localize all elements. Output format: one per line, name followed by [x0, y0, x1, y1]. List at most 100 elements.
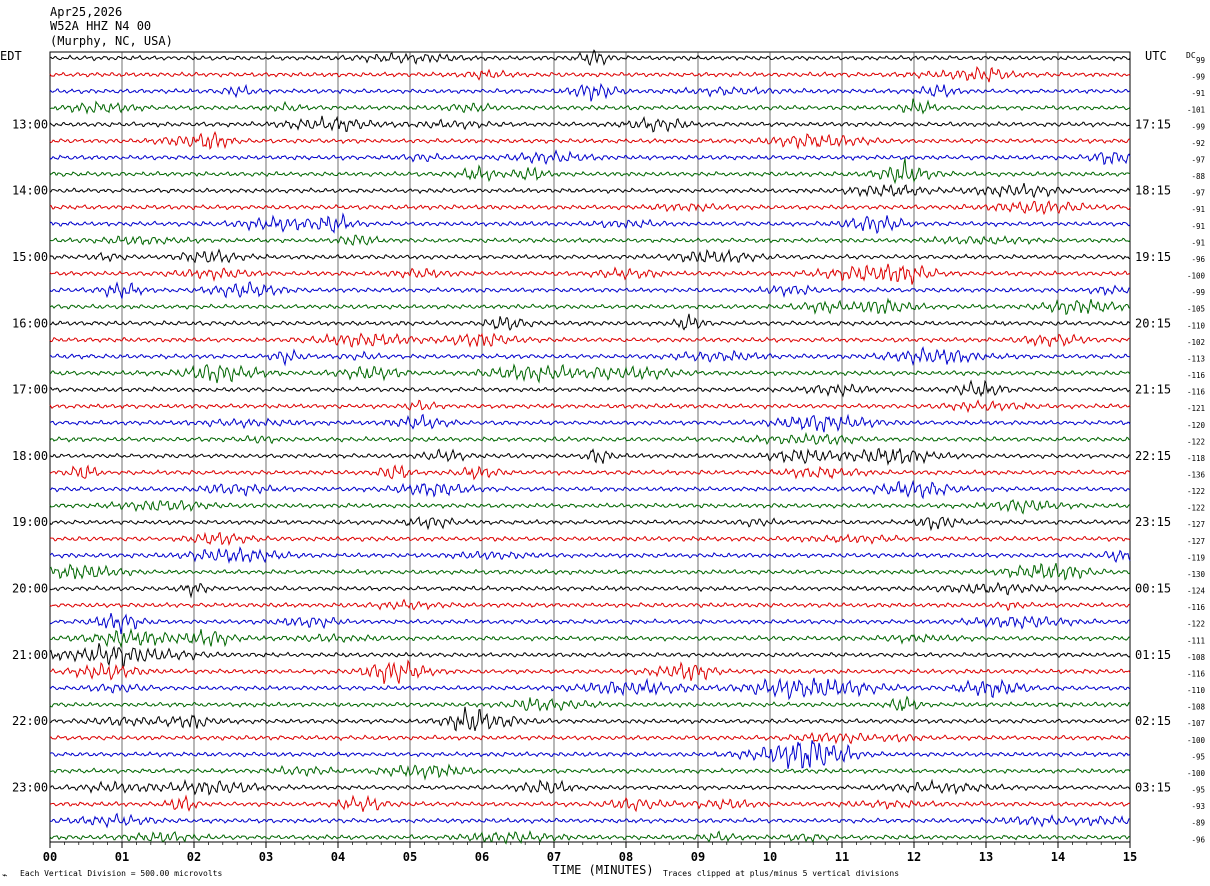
- dc-offset-value: -122: [1187, 620, 1205, 629]
- dc-offset-value: -110: [1187, 321, 1206, 330]
- dc-offset-value: -91: [1191, 222, 1205, 231]
- right-timezone-label: UTC: [1145, 49, 1167, 63]
- seismic-trace: [49, 598, 1131, 612]
- seismic-trace: [49, 413, 1131, 433]
- seismic-trace: [49, 346, 1131, 367]
- right-hour-label: 21:15: [1135, 383, 1171, 397]
- x-tick-label: 09: [691, 850, 705, 864]
- seismic-trace: [49, 149, 1131, 166]
- dc-offset-value: -122: [1187, 504, 1205, 513]
- left-timezone-label: EDT: [0, 49, 22, 63]
- x-tick-label: 13: [979, 850, 993, 864]
- seismic-trace: [49, 431, 1130, 446]
- dc-offset-value: -107: [1187, 719, 1205, 728]
- dc-offset-value: -118: [1187, 454, 1206, 463]
- seismic-trace: [49, 677, 1131, 701]
- plot-frame: [49, 51, 1131, 843]
- seismic-trace: [49, 447, 1131, 466]
- left-hour-label: 16:00: [12, 316, 48, 330]
- x-tick-label: 14: [1051, 850, 1065, 864]
- seismic-trace: [49, 281, 1131, 299]
- dc-offset-value: -95: [1191, 752, 1205, 761]
- dc-offset-value: -93: [1191, 802, 1205, 811]
- dc-offset-value: -130: [1187, 570, 1206, 579]
- dc-offset-value: -122: [1187, 437, 1205, 446]
- dc-offset-value: -116: [1187, 669, 1206, 678]
- right-hour-label: 02:15: [1135, 714, 1171, 728]
- dc-offset-value: -136: [1187, 471, 1206, 480]
- time-gridlines: [49, 51, 1131, 843]
- dc-offset-value: -108: [1187, 653, 1206, 662]
- seismic-trace: [49, 643, 1131, 668]
- dc-offset-value: -99: [1191, 122, 1205, 131]
- x-tick-label: 08: [619, 850, 633, 864]
- dc-offset-labels: 99 -99 -91 -101 -99 -92 -97 -88 -97 -91 -91 -91 -96 -…: [1187, 56, 1206, 844]
- x-tick-label: 15: [1123, 850, 1137, 864]
- seismic-trace: [49, 499, 1131, 515]
- seismic-trace: [49, 581, 1131, 599]
- seismic-trace: [49, 812, 1131, 829]
- seismic-traces: [49, 49, 1131, 845]
- seismic-trace: [49, 830, 1131, 845]
- x-tick-label: 00: [43, 850, 57, 864]
- dc-offset-value: -89: [1191, 819, 1205, 828]
- left-hour-label: 23:00: [12, 781, 48, 795]
- seismic-trace: [49, 131, 1131, 150]
- dc-offset-value: 99: [1196, 56, 1205, 65]
- left-hour-label: 20:00: [12, 582, 48, 596]
- seismic-trace: [49, 706, 1131, 732]
- x-tick-label: 03: [259, 850, 273, 864]
- x-tick-label: 06: [475, 850, 489, 864]
- seismic-trace: [49, 740, 1131, 769]
- left-hour-label: 15:00: [12, 250, 48, 264]
- right-hour-label: 22:15: [1135, 449, 1171, 463]
- left-hour-label: 19:00: [12, 515, 48, 529]
- x-tick-label: 11: [835, 850, 849, 864]
- seismic-trace: [49, 115, 1131, 133]
- location-label: (Murphy, NC, USA): [50, 34, 173, 48]
- left-hour-label: 17:00: [12, 383, 48, 397]
- seismic-trace: [49, 297, 1131, 316]
- right-hour-label: 18:15: [1135, 184, 1171, 198]
- dc-offset-value: -96: [1191, 255, 1205, 264]
- seismic-trace: [49, 531, 1131, 547]
- right-hour-label: 23:15: [1135, 515, 1171, 529]
- station-label: W52A HHZ N4 00: [50, 19, 151, 33]
- dc-offset-value: -100: [1187, 736, 1206, 745]
- dc-offset-value: -88: [1191, 172, 1205, 181]
- left-hour-labels: 13:00 14:00 15:00 16:00 17:00 18:00 19:00 20:00…: [12, 117, 48, 794]
- dc-offset-value: -105: [1187, 305, 1205, 314]
- seismic-trace: [49, 627, 1131, 649]
- dc-offset-value: -111: [1187, 636, 1205, 645]
- seismic-trace: [49, 659, 1131, 684]
- dc-offset-value: -99: [1191, 73, 1205, 82]
- seismic-trace: [49, 612, 1131, 635]
- dc-offset-value: -99: [1191, 288, 1205, 297]
- dc-offset-value: -101: [1187, 106, 1205, 115]
- x-tick-label: 12: [907, 850, 921, 864]
- left-hour-label: 22:00: [12, 714, 48, 728]
- seismic-trace: [49, 313, 1131, 331]
- x-tick-label: 01: [115, 850, 129, 864]
- dc-offset-value: -116: [1187, 603, 1206, 612]
- seismic-trace: [49, 332, 1131, 348]
- x-tick-label: 07: [547, 850, 561, 864]
- seismic-trace: [49, 763, 1131, 781]
- seismic-trace: [49, 399, 1131, 414]
- dc-offset-value: -119: [1187, 553, 1205, 562]
- dc-offset-value: -122: [1187, 487, 1205, 496]
- right-hour-label: 00:15: [1135, 582, 1171, 596]
- seismic-trace: [49, 200, 1131, 216]
- seismic-trace: [49, 263, 1131, 285]
- seismic-trace: [49, 379, 1131, 398]
- dc-offset-value: -92: [1191, 139, 1205, 148]
- seismic-trace: [49, 98, 1131, 115]
- right-hour-label: 01:15: [1135, 648, 1171, 662]
- seismic-trace: [49, 794, 1131, 813]
- seismic-trace: [49, 778, 1131, 796]
- seismic-trace: [49, 234, 1131, 246]
- date-label: Apr25,2026: [50, 5, 122, 19]
- seismic-trace: [49, 546, 1131, 565]
- x-tick-label: 05: [403, 850, 417, 864]
